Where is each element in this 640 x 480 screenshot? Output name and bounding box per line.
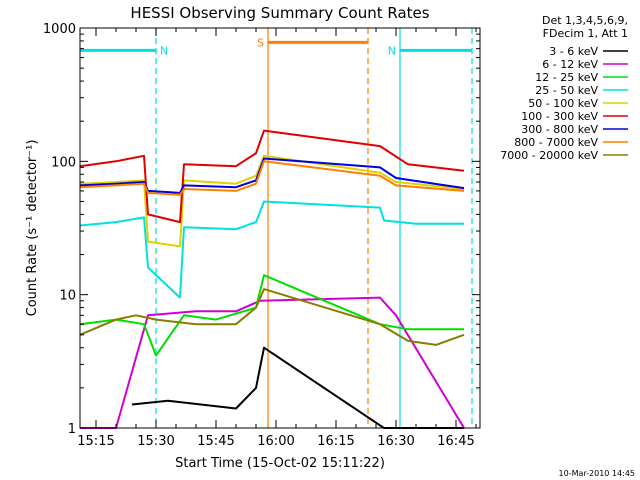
x-tick-label: 15:15 — [77, 434, 114, 449]
y-axis-label: Count Rate (s⁻¹ detector⁻¹) — [25, 140, 40, 317]
y-tick-label: 10 — [59, 289, 76, 304]
series-line-25-50-kev — [79, 200, 464, 299]
plot-frame — [79, 27, 481, 429]
x-tick-label: 15:45 — [197, 434, 234, 449]
legend-label-12-25-kev: 12 - 25 keV — [535, 71, 598, 84]
series-line-12-25-kev — [79, 274, 464, 357]
x-tick-label: 16:00 — [257, 434, 294, 449]
legend-label-6-12-kev: 6 - 12 keV — [542, 58, 598, 71]
series-line-300-800-kev — [79, 157, 465, 194]
axes: 15:15 15:30 15:45 16:00 16:15 16:30 16:45 1 10 10… — [43, 22, 480, 449]
timestamp: 10-Mar-2010 14:45 — [559, 469, 636, 478]
y-tick-label: 100 — [51, 155, 76, 170]
legend-label-3-6-kev: 3 - 6 keV — [549, 45, 598, 58]
legend-label-800-7000-kev: 800 - 7000 keV — [514, 136, 598, 149]
y-tick-label: 1 — [68, 422, 76, 437]
legend-label-300-800-kev: 300 - 800 keV — [521, 123, 598, 136]
x-tick-label: 16:45 — [437, 434, 474, 449]
x-tick-label: 16:15 — [317, 434, 354, 449]
series-line-50-100-kev — [79, 154, 465, 248]
series-line-6-12-kev — [80, 296, 465, 429]
series-line-100-300-kev — [79, 129, 465, 224]
flag-label: S — [257, 36, 264, 49]
legend-header-line-1: Det 1,3,4,5,6,9, — [542, 14, 628, 27]
plot-area: N NS — [79, 28, 473, 429]
legend-header-line-2: FDecim 1, Att 1 — [543, 27, 628, 40]
legend-label-7000-20000-kev: 7000 - 20000 keV — [500, 149, 598, 162]
x-tick-label: 16:30 — [377, 434, 414, 449]
series-line-800-7000-kev — [79, 160, 465, 196]
flag-label: N — [160, 44, 168, 57]
y-tick-label: 1000 — [43, 22, 76, 37]
legend-label-25-50-kev: 25 - 50 keV — [535, 84, 598, 97]
legend-label-100-300-kev: 100 - 300 keV — [521, 110, 598, 123]
flag-label: N — [388, 44, 396, 57]
series-line-7000-20000-kev — [79, 288, 465, 346]
x-axis-label: Start Time (15-Oct-02 15:11:22) — [175, 456, 385, 471]
legend-label-50-100-kev: 50 - 100 keV — [528, 97, 598, 110]
chart-title: HESSI Observing Summary Count Rates — [130, 4, 429, 22]
series-line-3-6-kev — [131, 346, 464, 429]
x-tick-label: 15:30 — [137, 434, 174, 449]
